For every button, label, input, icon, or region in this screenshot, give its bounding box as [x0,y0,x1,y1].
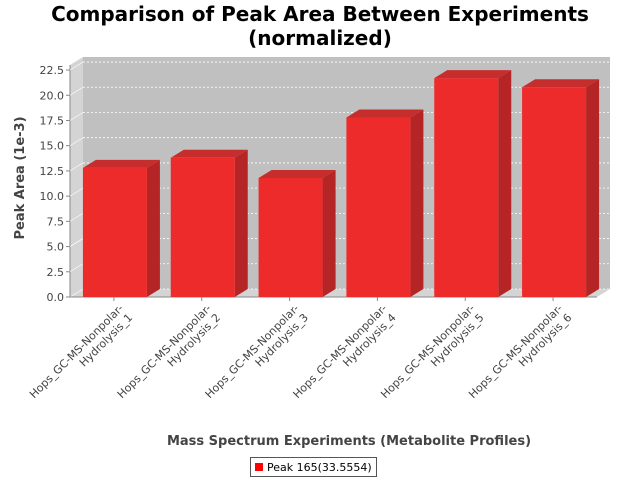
bar-group [522,79,600,297]
gridline-side [69,112,84,121]
chart-title: Comparison of Peak Area Between Experime… [0,2,640,50]
y-tick-label: 5.0 [47,241,65,254]
x-tick-label-line: Hops_GC-MS-Nonpolar- [27,302,126,401]
bar [346,117,411,297]
gridline-side [69,162,84,172]
gridline-side [69,263,84,273]
bar-group [170,149,248,297]
bar-side [586,79,600,297]
y-tick-label: 22.5 [40,64,65,77]
bar [434,78,499,298]
bar-side [410,109,424,297]
plot-side-wall [70,57,83,297]
bar-side [322,169,336,297]
bar-top [346,109,424,118]
y-tick-label: 15.0 [40,140,65,153]
bar-side [146,159,160,297]
bar [522,87,587,297]
y-axis-title: Peak Area (1e-3) [13,116,28,239]
y-tick-label: 2.5 [47,266,65,279]
gridline-side [69,238,84,247]
gridline-side [69,61,84,71]
legend-swatch [255,463,263,471]
y-tick-label: 17.5 [40,114,65,127]
bar-top [434,70,512,79]
legend: Peak 165(33.5554) [250,457,377,477]
bar-top [170,149,248,158]
bar [82,167,147,297]
chart-title-line-2: (normalized) [248,26,392,50]
bar-group [82,159,160,297]
bar [170,157,235,297]
bar-side [498,70,512,298]
bar-top [522,79,600,88]
gridline-side [69,288,84,298]
gridline-side [69,87,84,96]
bar-top [258,169,336,178]
bar-group [258,169,336,297]
bar [258,177,323,297]
gridline-side [69,137,84,146]
bar-group [434,70,512,298]
legend-label: Peak 165(33.5554) [267,460,372,474]
y-tick-label: 7.5 [47,215,65,228]
bar-group [346,109,424,297]
gridline-side [69,213,84,222]
bar-top [82,159,160,168]
y-tick-label: 10.0 [40,190,65,203]
y-tick-label: 20.0 [40,89,65,102]
chart-title-line-1: Comparison of Peak Area Between Experime… [51,2,589,26]
bar-side [234,149,248,297]
y-tick-label: 12.5 [40,165,65,178]
x-axis-title: Mass Spectrum Experiments (Metabolite Pr… [167,434,531,449]
gridline-side [69,187,84,197]
y-tick-label: 0.0 [47,291,65,304]
